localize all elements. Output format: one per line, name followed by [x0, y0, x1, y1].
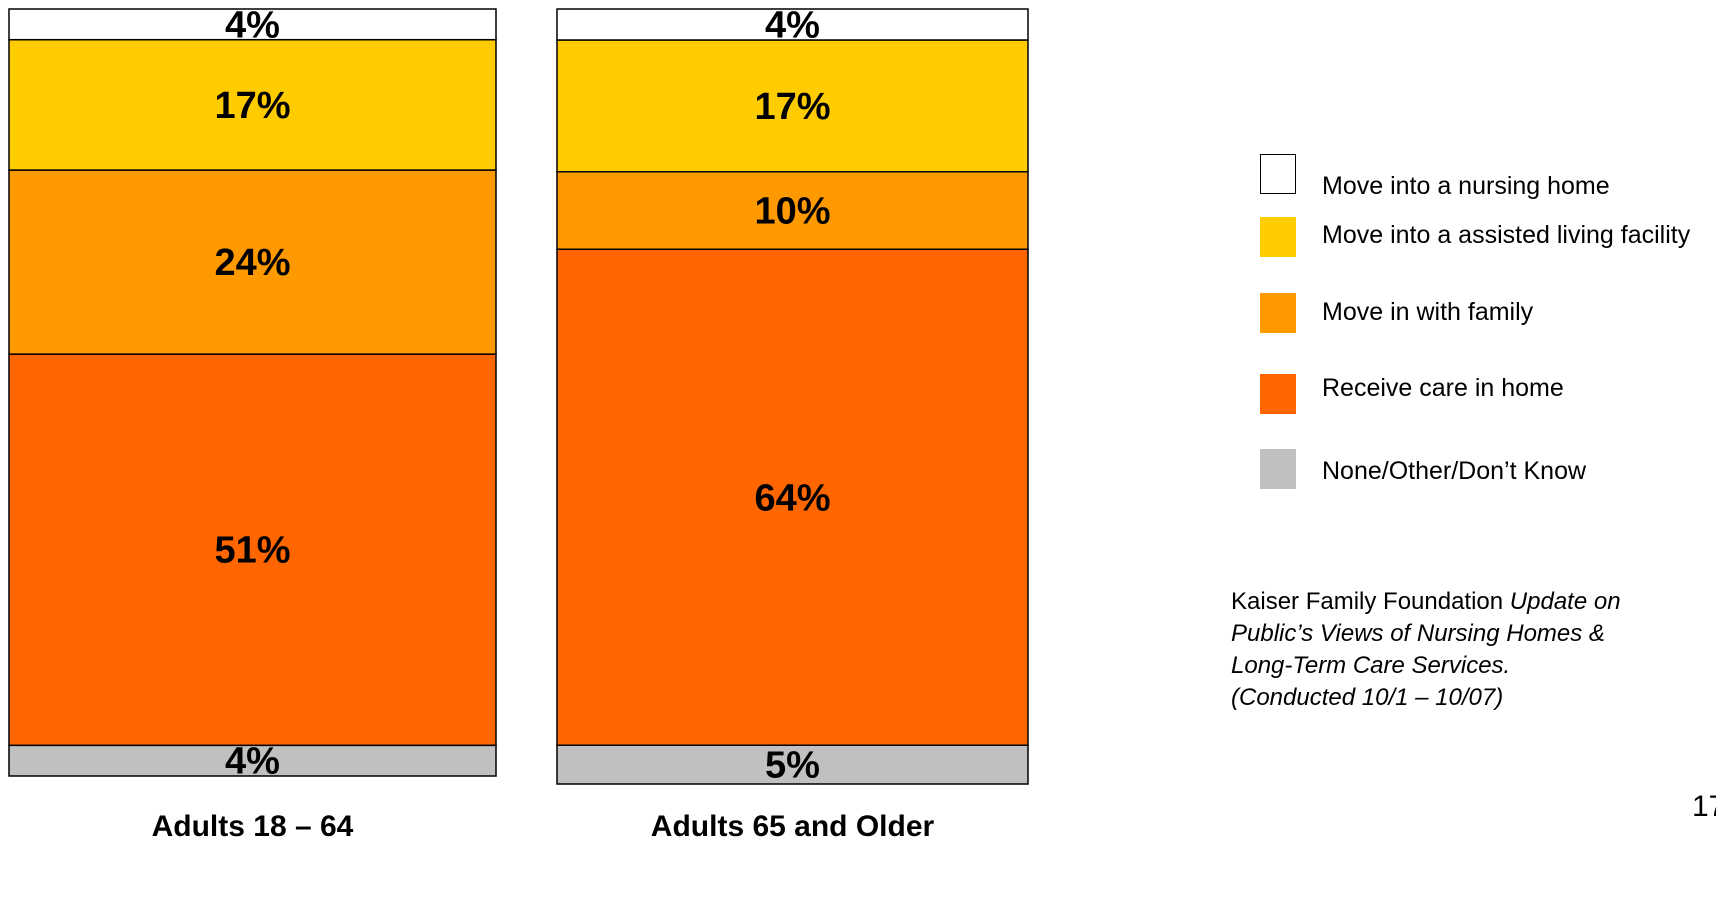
legend-label-other: None/Other/Don’t Know — [1322, 457, 1587, 485]
bar-segment-move-in-with-family-2 — [556, 171, 1029, 250]
bar-segment-move-into-a-assisted-living-facility-1 — [8, 38, 497, 171]
legend-label-family: Move in with family — [1322, 298, 1534, 326]
data-label-receive-care-in-home-2: 64% — [754, 477, 830, 519]
source-title-start: Update on — [1509, 588, 1621, 615]
source-prefix: Kaiser Family Foundation — [1231, 588, 1510, 615]
legend-swatch-home-care — [1260, 374, 1296, 414]
bar-segment-move-into-a-assisted-living-facility-2 — [556, 39, 1029, 173]
legend-swatch-assisted-living — [1260, 217, 1296, 257]
source-line-1: Kaiser Family Foundation Update on — [1231, 586, 1621, 618]
data-label-move-in-with-family-1: 24% — [214, 242, 290, 284]
legend-swatch-family — [1260, 293, 1296, 333]
bar-segment-move-into-a-nursing-home-1 — [8, 8, 497, 41]
category-label-1: Adults 18 – 64 — [152, 810, 354, 843]
source-line-2: Public’s Views of Nursing Homes & — [1231, 620, 1605, 647]
data-label-move-into-a-assisted-living-facility-1: 17% — [214, 85, 290, 127]
data-label-none-other-don-t-know-2: 5% — [765, 745, 820, 787]
legend-label-home-care: Receive care in home — [1322, 374, 1564, 402]
legend-label-nursing-home: Move into a nursing home — [1322, 172, 1610, 200]
legend-label-assisted-living: Move into a assisted living facility — [1322, 221, 1691, 249]
legend-swatch-other — [1260, 449, 1296, 489]
bar-segment-none-other-don-t-know-1 — [8, 744, 497, 777]
category-label-2: Adults 65 and Older — [651, 810, 935, 843]
data-label-move-in-with-family-2: 10% — [754, 191, 830, 233]
data-label-move-into-a-nursing-home-1: 4% — [225, 4, 280, 46]
page-number: 17 — [1692, 790, 1716, 823]
source-conducted: (Conducted 10/1 – 10/07) — [1231, 684, 1504, 711]
bar-segment-move-into-a-nursing-home-2 — [556, 8, 1029, 41]
legend-swatch-nursing-home — [1260, 154, 1296, 194]
source-citation: Kaiser Family Foundation Update on Publi… — [1231, 586, 1621, 714]
data-label-receive-care-in-home-1: 51% — [214, 530, 290, 572]
data-label-move-into-a-assisted-living-facility-2: 17% — [754, 86, 830, 128]
bar-segment-move-in-with-family-1 — [8, 169, 497, 355]
bar-segment-receive-care-in-home-2 — [556, 248, 1029, 746]
source-line-3: Long-Term Care Services. — [1231, 652, 1511, 679]
data-label-none-other-don-t-know-1: 4% — [225, 741, 280, 783]
data-label-move-into-a-nursing-home-2: 4% — [765, 5, 820, 47]
bar-segment-none-other-don-t-know-2 — [556, 744, 1029, 785]
